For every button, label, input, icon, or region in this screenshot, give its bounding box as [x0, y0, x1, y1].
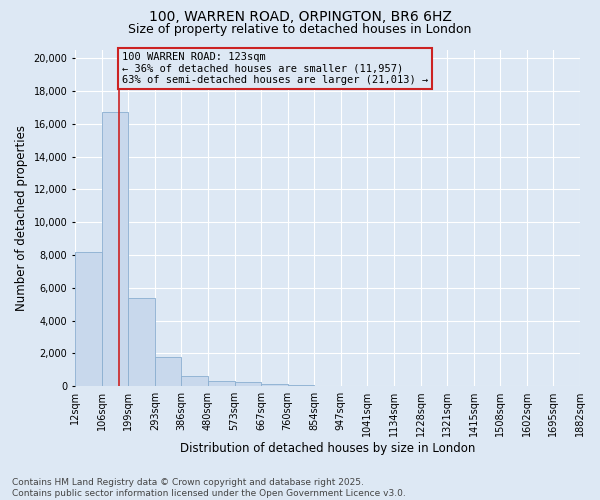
Text: Contains HM Land Registry data © Crown copyright and database right 2025.
Contai: Contains HM Land Registry data © Crown c…	[12, 478, 406, 498]
Bar	[261, 384, 287, 386]
Bar	[101, 112, 128, 386]
Bar	[208, 381, 235, 386]
Bar	[181, 376, 208, 386]
Bar	[287, 385, 314, 386]
Text: 100 WARREN ROAD: 123sqm
← 36% of detached houses are smaller (11,957)
63% of sem: 100 WARREN ROAD: 123sqm ← 36% of detache…	[122, 52, 428, 85]
Bar	[235, 382, 261, 386]
Text: Size of property relative to detached houses in London: Size of property relative to detached ho…	[128, 22, 472, 36]
Bar	[128, 298, 155, 386]
Bar	[75, 252, 101, 386]
Bar	[155, 356, 181, 386]
X-axis label: Distribution of detached houses by size in London: Distribution of detached houses by size …	[180, 442, 475, 455]
Text: 100, WARREN ROAD, ORPINGTON, BR6 6HZ: 100, WARREN ROAD, ORPINGTON, BR6 6HZ	[149, 10, 451, 24]
Y-axis label: Number of detached properties: Number of detached properties	[15, 125, 28, 311]
